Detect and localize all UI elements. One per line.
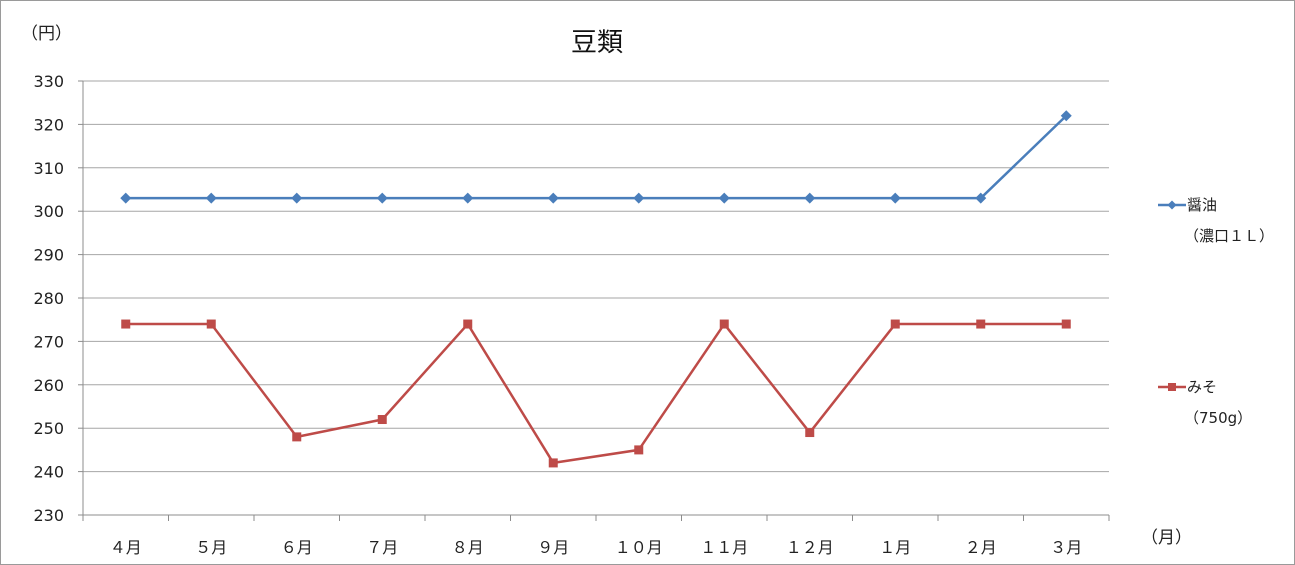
axes	[78, 80, 1110, 521]
x-axis-unit: （月）	[1141, 528, 1192, 548]
y-tick-label: 250	[33, 419, 64, 438]
x-tick-label: ７月	[366, 538, 398, 557]
data-point	[376, 192, 388, 204]
data-point	[633, 192, 645, 204]
data-point	[976, 319, 986, 329]
y-tick-label: 310	[33, 159, 64, 178]
data-point	[463, 319, 473, 329]
legend-entry: みそ （750g）	[1158, 378, 1252, 427]
legend-label-sub: （750g）	[1184, 409, 1252, 427]
legend-swatch-marker	[1168, 383, 1176, 391]
x-tick-label: ２月	[965, 538, 997, 557]
data-point	[804, 192, 816, 204]
x-tick-label: ９月	[537, 538, 569, 557]
legend-label-sub: （濃口１Ｌ）	[1184, 227, 1274, 245]
x-tick-label: １１月	[700, 538, 748, 557]
data-point	[1060, 110, 1072, 122]
y-tick-label: 330	[33, 72, 64, 91]
x-tick-label: ６月	[281, 538, 313, 557]
y-tick-label: 230	[33, 506, 64, 525]
y-tick-label: 320	[33, 115, 64, 134]
data-point	[634, 445, 644, 455]
y-tick-label: 270	[33, 332, 64, 351]
y-tick-label: 240	[33, 463, 64, 482]
chart-title: 豆類	[571, 28, 623, 58]
gridlines	[83, 80, 1109, 473]
series-line	[125, 114, 1068, 200]
data-point	[889, 192, 901, 204]
x-tick-label: ４月	[110, 538, 142, 557]
x-tick-label: ８月	[452, 538, 484, 557]
legend-label: みそ	[1187, 378, 1217, 396]
y-tick-label: 260	[33, 376, 64, 395]
data-point	[1061, 319, 1071, 329]
series	[120, 110, 1072, 468]
legend-entry: 醤油 （濃口１Ｌ）	[1158, 196, 1274, 245]
data-point	[292, 432, 302, 442]
series-0	[120, 110, 1072, 204]
data-point	[718, 192, 730, 204]
data-point	[462, 192, 474, 204]
x-tick-label: ３月	[1050, 538, 1082, 557]
series-1	[121, 319, 1071, 468]
data-point	[206, 319, 216, 329]
data-point	[547, 192, 559, 204]
y-tick-label: 300	[33, 202, 64, 221]
y-tick-label: 280	[33, 289, 64, 308]
x-tick-label: １２月	[786, 538, 834, 557]
x-tick-labels: ４月 ５月 ６月 ７月 ８月 ９月 １０月 １１月 １２月 １月 ２月 ３月	[110, 538, 1083, 557]
legend: 醤油 （濃口１Ｌ） みそ （750g）	[1158, 196, 1274, 427]
data-point	[205, 192, 217, 204]
data-point	[548, 458, 558, 468]
data-point	[120, 192, 132, 204]
data-point	[719, 319, 729, 329]
x-tick-label: ５月	[195, 538, 227, 557]
series-line	[125, 322, 1067, 465]
data-point	[890, 319, 900, 329]
y-axis-unit: （円）	[21, 24, 72, 44]
data-point	[121, 319, 131, 329]
data-point	[291, 192, 303, 204]
x-tick-label: １０月	[615, 538, 663, 557]
legend-label: 醤油	[1187, 196, 1217, 214]
y-tick-label: 290	[33, 246, 64, 265]
legend-swatch-marker	[1167, 200, 1177, 210]
data-point	[975, 192, 987, 204]
data-point	[805, 428, 815, 438]
data-point	[377, 415, 387, 425]
y-tick-labels: 230 240 250 260 270 280 290 300 310 320 330	[33, 72, 64, 525]
x-tick-label: １月	[879, 538, 911, 557]
